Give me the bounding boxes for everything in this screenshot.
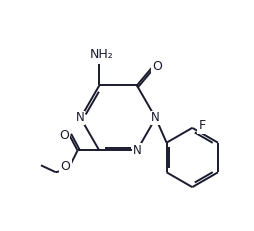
Text: F: F bbox=[199, 119, 206, 132]
Text: O: O bbox=[152, 60, 162, 73]
Text: O: O bbox=[61, 160, 71, 173]
Text: N: N bbox=[133, 144, 141, 157]
Text: NH₂: NH₂ bbox=[89, 48, 113, 61]
Text: N: N bbox=[76, 112, 85, 125]
Text: O: O bbox=[59, 129, 69, 142]
Text: N: N bbox=[151, 112, 160, 125]
